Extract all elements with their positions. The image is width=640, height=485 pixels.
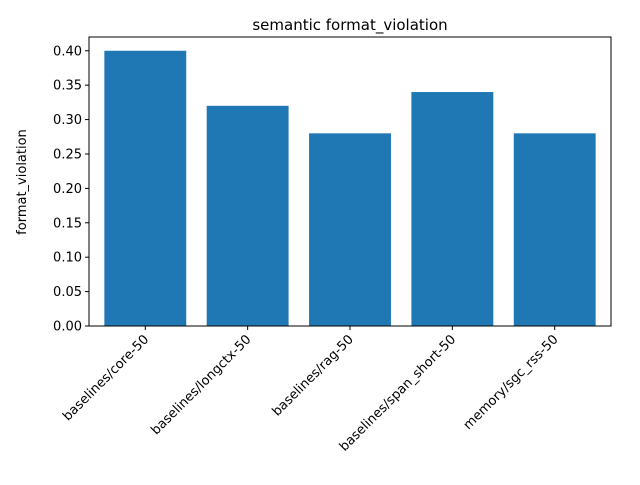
y-tick-label: 0.15 bbox=[53, 216, 82, 231]
bar-2 bbox=[309, 133, 391, 326]
y-tick-label: 0.25 bbox=[53, 147, 82, 162]
y-tick-label: 0.05 bbox=[53, 285, 82, 300]
y-tick-label: 0.20 bbox=[53, 182, 82, 197]
y-tick-label: 0.00 bbox=[53, 320, 82, 335]
y-axis: 0.00 0.05 0.10 0.15 0.20 0.25 0.30 0.35 0.40 bbox=[53, 44, 89, 335]
x-tick-label: baselines/core-50 bbox=[60, 332, 152, 424]
y-tick-label: 0.30 bbox=[53, 113, 82, 128]
bars-layer bbox=[104, 50, 596, 327]
y-tick-label: 0.35 bbox=[53, 79, 82, 94]
y-tick-label: 0.40 bbox=[53, 44, 82, 59]
x-tick-label: baselines/span_short-50 bbox=[337, 332, 459, 454]
x-tick-label: baselines/longctx-50 bbox=[149, 332, 255, 438]
bar-0 bbox=[104, 50, 187, 327]
y-axis-label: format_violation bbox=[15, 129, 30, 235]
bar-3 bbox=[411, 92, 494, 326]
chart-title: semantic format_violation bbox=[252, 16, 447, 35]
plot-frame bbox=[88, 36, 612, 327]
x-tick-label: baselines/rag-50 bbox=[270, 332, 357, 419]
y-tick-label: 0.10 bbox=[53, 251, 82, 266]
bar-4 bbox=[513, 133, 596, 326]
x-tick-label: memory/sgc_rss-50 bbox=[461, 332, 562, 433]
bar-1 bbox=[206, 105, 289, 326]
